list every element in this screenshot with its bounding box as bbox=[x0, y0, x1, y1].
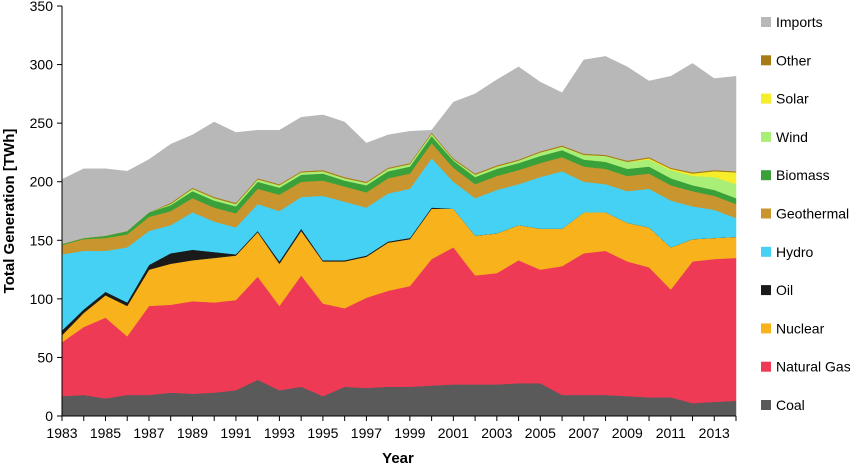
x-tick-label: 2011 bbox=[656, 425, 686, 441]
y-tick-label: 200 bbox=[30, 174, 54, 190]
x-tick-label: 1995 bbox=[307, 425, 338, 441]
x-tick-label: 1987 bbox=[133, 425, 164, 441]
legend-label: Natural Gas bbox=[776, 359, 850, 375]
legend-item-hydro: Hydro bbox=[761, 244, 814, 260]
x-axis-ticks: 1983 1985 1987 1989 1991 1993 1995 1997 1999 2001… bbox=[46, 416, 737, 441]
legend-swatch bbox=[761, 17, 771, 27]
legend-label: Solar bbox=[776, 91, 809, 107]
y-tick-label: 100 bbox=[30, 291, 54, 307]
legend-label: Geothermal bbox=[776, 206, 849, 222]
legend-label: Hydro bbox=[776, 244, 814, 260]
legend: Imports Other Solar Wind Biomass Geothermal Hy… bbox=[761, 14, 850, 413]
legend-swatch bbox=[761, 400, 771, 410]
x-tick-label: 1993 bbox=[264, 425, 295, 441]
x-axis-title: Year bbox=[382, 450, 414, 467]
legend-swatch bbox=[761, 170, 771, 181]
x-tick-label: 2009 bbox=[612, 425, 643, 441]
x-tick-label: 1999 bbox=[394, 425, 425, 441]
y-tick-label: 150 bbox=[30, 232, 54, 248]
legend-item-other: Other bbox=[761, 52, 811, 68]
x-tick-label: 1985 bbox=[90, 425, 121, 441]
x-tick-label: 2003 bbox=[481, 425, 512, 441]
y-tick-label: 300 bbox=[30, 57, 54, 73]
legend-label: Oil bbox=[776, 282, 793, 298]
y-tick-label: 0 bbox=[45, 408, 53, 424]
x-tick-label: 1997 bbox=[351, 425, 382, 441]
legend-label: Wind bbox=[776, 129, 808, 145]
legend-swatch bbox=[761, 93, 771, 104]
legend-swatch bbox=[761, 246, 771, 257]
legend-item-nuclear: Nuclear bbox=[761, 320, 825, 336]
y-tick-label: 250 bbox=[30, 115, 54, 131]
legend-swatch bbox=[761, 208, 771, 219]
legend-item-natural-gas: Natural Gas bbox=[761, 359, 850, 375]
x-tick-label: 2005 bbox=[525, 425, 556, 441]
area-layer bbox=[61, 56, 737, 417]
x-tick-label: 1991 bbox=[220, 425, 251, 441]
legend-item-solar: Solar bbox=[761, 91, 809, 107]
legend-swatch bbox=[761, 323, 771, 334]
legend-item-geothermal: Geothermal bbox=[761, 206, 849, 222]
legend-label: Imports bbox=[776, 14, 823, 30]
x-tick-label: 1989 bbox=[177, 425, 208, 441]
y-tick-label: 50 bbox=[37, 349, 53, 365]
legend-item-wind: Wind bbox=[761, 129, 808, 145]
legend-swatch bbox=[761, 131, 771, 142]
legend-item-coal: Coal bbox=[761, 397, 805, 413]
area-imports bbox=[61, 56, 737, 245]
legend-label: Nuclear bbox=[776, 320, 825, 336]
legend-swatch bbox=[761, 55, 771, 66]
legend-item-oil: Oil bbox=[761, 282, 793, 298]
x-tick-label: 2001 bbox=[438, 425, 469, 441]
legend-item-biomass: Biomass bbox=[761, 167, 830, 183]
legend-label: Coal bbox=[776, 397, 805, 413]
y-axis-title: Total Generation [TWh] bbox=[1, 129, 18, 294]
legend-swatch bbox=[761, 285, 771, 296]
legend-label: Biomass bbox=[776, 167, 830, 183]
x-tick-label: 2013 bbox=[699, 425, 730, 441]
legend-label: Other bbox=[776, 52, 811, 68]
x-tick-label: 1983 bbox=[46, 425, 77, 441]
x-tick-label: 2007 bbox=[568, 425, 599, 441]
y-axis-ticks: 0 50 100 150 200 250 300 350 bbox=[30, 0, 62, 424]
legend-swatch bbox=[761, 361, 771, 372]
legend-item-imports: Imports bbox=[761, 14, 823, 30]
y-tick-label: 350 bbox=[30, 0, 54, 14]
